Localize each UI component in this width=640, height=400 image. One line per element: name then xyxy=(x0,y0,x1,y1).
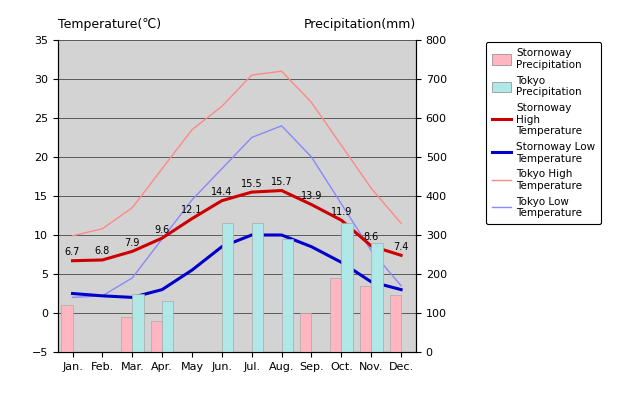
Text: 8.6: 8.6 xyxy=(364,232,379,242)
Bar xyxy=(132,294,143,352)
Bar xyxy=(300,313,312,352)
Text: 6.7: 6.7 xyxy=(65,247,80,257)
Bar xyxy=(151,321,162,352)
Text: 7.4: 7.4 xyxy=(394,242,409,252)
Bar xyxy=(252,223,263,352)
Bar xyxy=(222,223,233,352)
Bar xyxy=(61,305,72,352)
Text: 9.6: 9.6 xyxy=(154,224,170,234)
Bar xyxy=(102,352,114,399)
Bar xyxy=(162,301,173,352)
Text: 11.9: 11.9 xyxy=(331,207,352,217)
Bar xyxy=(192,352,204,395)
Text: Precipitation(mm): Precipitation(mm) xyxy=(304,18,416,31)
Bar xyxy=(401,352,412,400)
Bar xyxy=(180,352,192,375)
Bar xyxy=(211,352,222,374)
Bar xyxy=(360,286,371,352)
Bar xyxy=(241,352,252,375)
Text: 12.1: 12.1 xyxy=(181,205,203,215)
Text: 14.4: 14.4 xyxy=(211,187,232,197)
Text: 13.9: 13.9 xyxy=(301,191,322,201)
Text: Temperature(℃): Temperature(℃) xyxy=(58,18,161,31)
Bar xyxy=(390,296,401,352)
Bar xyxy=(371,243,383,352)
Bar xyxy=(312,352,323,399)
Bar xyxy=(270,352,282,379)
Bar xyxy=(121,317,132,352)
Bar xyxy=(341,223,353,352)
Text: 15.7: 15.7 xyxy=(271,177,292,187)
Text: 6.8: 6.8 xyxy=(95,246,110,256)
Bar xyxy=(330,278,341,352)
Legend: Stornoway
Precipitation, Tokyo
Precipitation, Stornoway
High
Temperature, Storno: Stornoway Precipitation, Tokyo Precipita… xyxy=(486,42,602,224)
Bar xyxy=(72,352,84,400)
Text: 7.9: 7.9 xyxy=(125,238,140,248)
Text: 15.5: 15.5 xyxy=(241,178,262,188)
Bar xyxy=(282,239,293,352)
Bar xyxy=(91,352,102,383)
